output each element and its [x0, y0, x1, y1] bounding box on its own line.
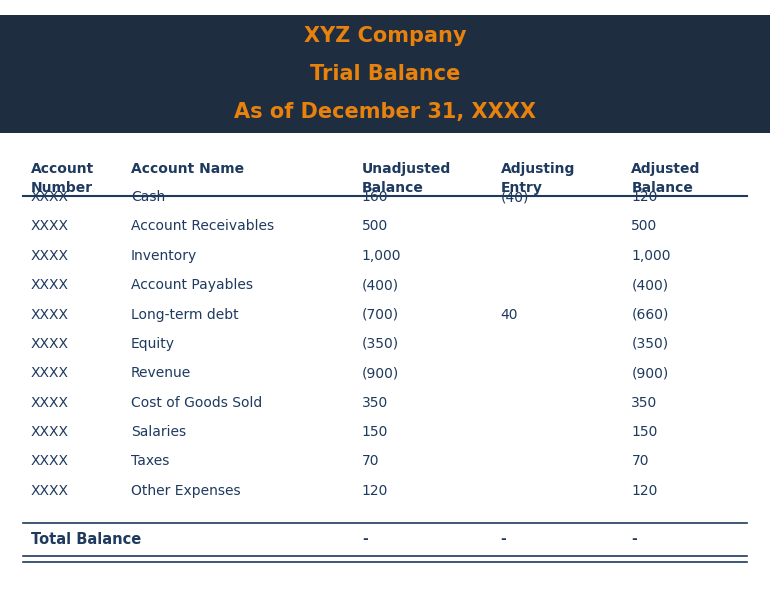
Text: Adjusted
Balance: Adjusted Balance: [631, 162, 701, 195]
Text: -: -: [362, 532, 367, 546]
Text: 150: 150: [362, 425, 388, 439]
Text: Other Expenses: Other Expenses: [131, 484, 240, 498]
Text: 350: 350: [362, 396, 388, 409]
Text: Cash: Cash: [131, 190, 165, 204]
Text: -: -: [500, 532, 506, 546]
Text: 150: 150: [631, 425, 658, 439]
Text: XXXX: XXXX: [31, 220, 69, 233]
Text: As of December 31, XXXX: As of December 31, XXXX: [234, 102, 536, 122]
Text: XXXX: XXXX: [31, 367, 69, 380]
Text: Trial Balance: Trial Balance: [310, 64, 460, 84]
Text: Account Payables: Account Payables: [131, 278, 253, 292]
Text: Taxes: Taxes: [131, 455, 169, 468]
Text: Cost of Goods Sold: Cost of Goods Sold: [131, 396, 262, 409]
Text: 500: 500: [631, 220, 658, 233]
Text: (900): (900): [362, 367, 399, 380]
Text: (900): (900): [631, 367, 668, 380]
Text: Account Name: Account Name: [131, 162, 244, 176]
Text: Salaries: Salaries: [131, 425, 186, 439]
Text: (660): (660): [631, 308, 669, 321]
Text: (700): (700): [362, 308, 399, 321]
Text: Account Receivables: Account Receivables: [131, 220, 274, 233]
Text: 120: 120: [631, 190, 658, 204]
Text: (400): (400): [631, 278, 668, 292]
Text: Total Balance: Total Balance: [31, 532, 141, 547]
Text: XXXX: XXXX: [31, 425, 69, 439]
Text: 120: 120: [631, 484, 658, 498]
Text: 1,000: 1,000: [631, 249, 671, 263]
Text: Account
Number: Account Number: [31, 162, 94, 195]
Text: XXXX: XXXX: [31, 278, 69, 292]
Text: (40): (40): [500, 190, 529, 204]
Text: 70: 70: [362, 455, 380, 468]
Text: 70: 70: [631, 455, 649, 468]
Text: Long-term debt: Long-term debt: [131, 308, 239, 321]
Text: (350): (350): [631, 337, 668, 351]
Text: (350): (350): [362, 337, 399, 351]
Text: -: -: [631, 532, 637, 546]
Text: XYZ Company: XYZ Company: [303, 26, 467, 47]
Text: Unadjusted
Balance: Unadjusted Balance: [362, 162, 451, 195]
Text: XXXX: XXXX: [31, 308, 69, 321]
Text: Inventory: Inventory: [131, 249, 197, 263]
Text: XXXX: XXXX: [31, 190, 69, 204]
Text: XXXX: XXXX: [31, 455, 69, 468]
Text: Revenue: Revenue: [131, 367, 191, 380]
Text: (400): (400): [362, 278, 399, 292]
Text: XXXX: XXXX: [31, 396, 69, 409]
Text: XXXX: XXXX: [31, 484, 69, 498]
Text: 40: 40: [500, 308, 518, 321]
Text: Adjusting
Entry: Adjusting Entry: [500, 162, 575, 195]
Text: 350: 350: [631, 396, 658, 409]
Text: Equity: Equity: [131, 337, 175, 351]
Text: 500: 500: [362, 220, 388, 233]
Text: 160: 160: [362, 190, 388, 204]
Text: 1,000: 1,000: [362, 249, 401, 263]
Text: XXXX: XXXX: [31, 337, 69, 351]
Text: XXXX: XXXX: [31, 249, 69, 263]
FancyBboxPatch shape: [0, 15, 770, 133]
Text: 120: 120: [362, 484, 388, 498]
